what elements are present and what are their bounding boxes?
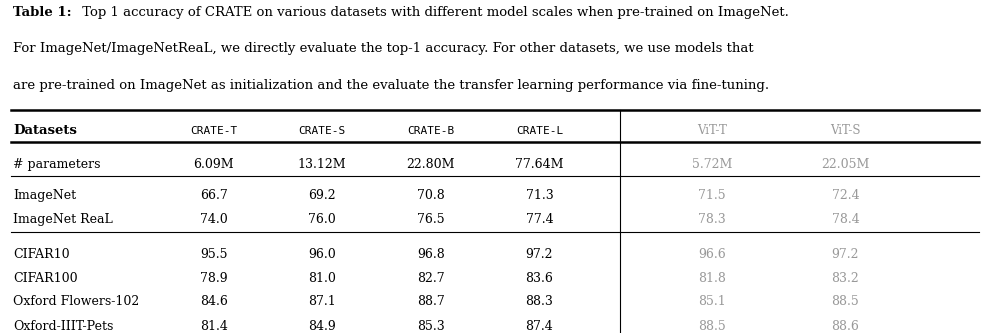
Text: 5.72M: 5.72M	[692, 158, 732, 170]
Text: CRATE-L: CRATE-L	[516, 126, 563, 136]
Text: 69.2: 69.2	[309, 188, 336, 201]
Text: 88.6: 88.6	[831, 320, 859, 333]
Text: 97.2: 97.2	[526, 248, 554, 261]
Text: Oxford Flowers-102: Oxford Flowers-102	[13, 295, 140, 308]
Text: CRATE-B: CRATE-B	[407, 126, 454, 136]
Text: 88.7: 88.7	[417, 295, 444, 308]
Text: Table 1:: Table 1:	[13, 6, 71, 19]
Text: 96.6: 96.6	[698, 248, 726, 261]
Text: ViT-S: ViT-S	[830, 124, 861, 137]
Text: 76.5: 76.5	[417, 213, 444, 226]
Text: Oxford-IIIT-Pets: Oxford-IIIT-Pets	[13, 320, 114, 333]
Text: 78.4: 78.4	[831, 213, 859, 226]
Text: ViT-T: ViT-T	[697, 124, 727, 137]
Text: 77.64M: 77.64M	[515, 158, 563, 170]
Text: 97.2: 97.2	[831, 248, 859, 261]
Text: CRATE-T: CRATE-T	[190, 126, 237, 136]
Text: 85.1: 85.1	[698, 295, 726, 308]
Text: 83.6: 83.6	[526, 271, 554, 285]
Text: For ImageNet/ImageNetReaL, we directly evaluate the top-1 accuracy. For other da: For ImageNet/ImageNetReaL, we directly e…	[13, 42, 754, 55]
Text: 84.6: 84.6	[199, 295, 227, 308]
Text: 83.2: 83.2	[831, 271, 859, 285]
Text: 70.8: 70.8	[417, 188, 444, 201]
Text: ImageNet: ImageNet	[13, 188, 76, 201]
Text: 87.4: 87.4	[526, 320, 554, 333]
Text: 76.0: 76.0	[309, 213, 336, 226]
Text: 81.4: 81.4	[199, 320, 227, 333]
Text: 87.1: 87.1	[309, 295, 336, 308]
Text: 88.3: 88.3	[526, 295, 554, 308]
Text: CRATE-S: CRATE-S	[299, 126, 346, 136]
Text: 22.80M: 22.80M	[407, 158, 455, 170]
Text: 96.0: 96.0	[309, 248, 336, 261]
Text: 13.12M: 13.12M	[298, 158, 346, 170]
Text: 95.5: 95.5	[199, 248, 227, 261]
Text: 71.3: 71.3	[526, 188, 554, 201]
Text: 22.05M: 22.05M	[821, 158, 870, 170]
Text: are pre-trained on ImageNet as initialization and the evaluate the transfer lear: are pre-trained on ImageNet as initializ…	[13, 79, 770, 92]
Text: 81.0: 81.0	[309, 271, 336, 285]
Text: Top 1 accuracy of CRATE on various datasets with different model scales when pre: Top 1 accuracy of CRATE on various datas…	[78, 6, 790, 19]
Text: CIFAR10: CIFAR10	[13, 248, 69, 261]
Text: 66.7: 66.7	[199, 188, 227, 201]
Text: 78.9: 78.9	[199, 271, 227, 285]
Text: ImageNet ReaL: ImageNet ReaL	[13, 213, 113, 226]
Text: 74.0: 74.0	[199, 213, 227, 226]
Text: 77.4: 77.4	[526, 213, 554, 226]
Text: 85.3: 85.3	[417, 320, 444, 333]
Text: 81.8: 81.8	[698, 271, 726, 285]
Text: 78.3: 78.3	[698, 213, 726, 226]
Text: 96.8: 96.8	[417, 248, 444, 261]
Text: CIFAR100: CIFAR100	[13, 271, 77, 285]
Text: 88.5: 88.5	[698, 320, 726, 333]
Text: 6.09M: 6.09M	[193, 158, 234, 170]
Text: 82.7: 82.7	[417, 271, 444, 285]
Text: # parameters: # parameters	[13, 158, 101, 170]
Text: 84.9: 84.9	[309, 320, 336, 333]
Text: 71.5: 71.5	[698, 188, 726, 201]
Text: 88.5: 88.5	[831, 295, 859, 308]
Text: 72.4: 72.4	[831, 188, 859, 201]
Text: Datasets: Datasets	[13, 124, 77, 137]
